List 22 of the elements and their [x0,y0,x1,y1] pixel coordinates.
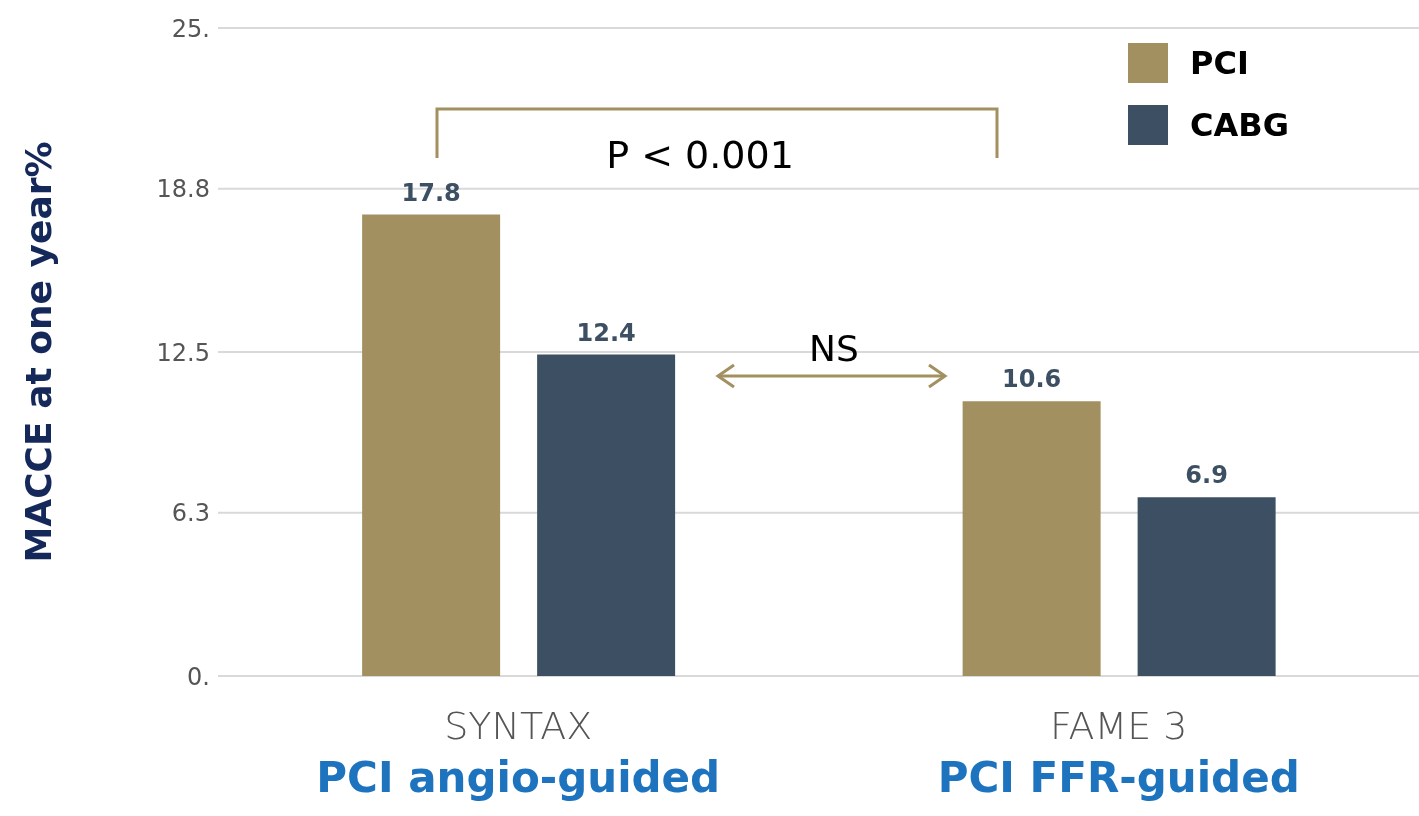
legend-label: PCI [1190,44,1249,82]
text: PCI FFR-guided [937,753,1300,802]
x-tick-label: SYNTAX [444,704,593,748]
y-tick-label: 6.3 [171,499,210,528]
bar [362,214,501,676]
data-label: 17.8 [401,178,461,207]
data-label: 12.4 [576,318,636,347]
data-label: 6.9 [1185,461,1228,490]
annotation: P < 0.001 [606,133,794,177]
y-tick-label: 0. [187,662,210,691]
data-label: 10.6 [1002,365,1062,394]
y-tick-label: 18.8 [156,175,210,204]
y-tick-label: 12.5 [156,338,210,367]
text: PCI angio-guided [316,753,721,802]
x-tick-label: FAME 3 [1050,704,1188,748]
annotation: NS [809,328,859,369]
bar [962,401,1101,676]
y-axis-title: MACCE at one year% [17,141,59,563]
y-tick-label: 25. [171,14,210,43]
bar [537,354,676,676]
bar [1137,497,1276,676]
legend-label: CABG [1190,106,1289,144]
